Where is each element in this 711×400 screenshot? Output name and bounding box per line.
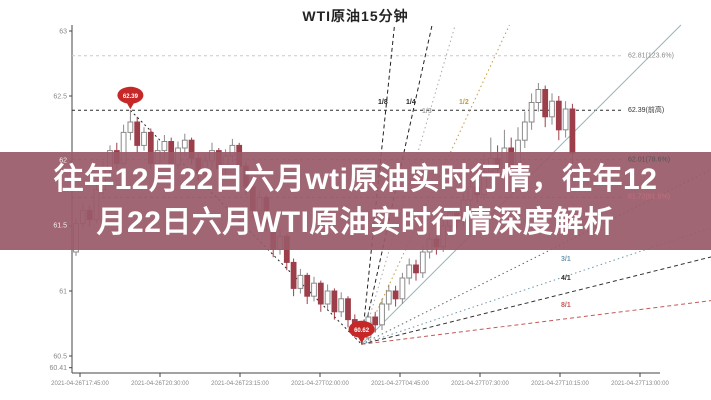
gann-label-1-4: 1/4 <box>406 99 416 106</box>
candle <box>569 108 576 154</box>
candle <box>290 261 297 289</box>
candle <box>406 264 413 279</box>
x-tick-label: 2021-04-26T20:30:00 <box>131 381 189 387</box>
candle <box>304 274 311 297</box>
chart-title: WTI原油15分钟 <box>302 8 409 24</box>
candle <box>127 121 134 133</box>
price-balloon-marker: 62.39 <box>117 86 144 110</box>
candle <box>542 89 549 118</box>
candle <box>297 274 304 289</box>
candle <box>535 89 542 103</box>
candle <box>338 298 345 313</box>
gann-line-1-8 <box>361 24 396 345</box>
candle <box>345 298 351 321</box>
candle <box>324 290 331 305</box>
candle <box>549 100 555 118</box>
balloon-price-text: 62.39 <box>123 94 139 100</box>
gann-label-3-1: 3/1 <box>561 256 571 263</box>
gann-label-4-1: 4/1 <box>561 275 571 282</box>
candle <box>317 282 324 305</box>
candle <box>161 141 168 152</box>
x-tick-label: 2021-04-26T17:45:00 <box>51 381 109 387</box>
candle <box>419 251 426 274</box>
x-tick-label: 2021-04-27T10:15:00 <box>531 381 589 387</box>
x-tick-label: 2021-04-27T02:00:00 <box>291 381 349 387</box>
gann-label-1-2: 1/2 <box>459 99 469 106</box>
headline-text: 往年12月22日六月wti原油实时行情，往年12 月22日六月WTI原油实时行情… <box>16 158 696 245</box>
price-balloon-marker: 60.62 <box>348 320 375 344</box>
headline-line-2: 月22日六月WTI原油实时行情深度解析 <box>96 206 615 239</box>
y-tick-label: 61 <box>59 289 67 296</box>
candle <box>413 264 419 274</box>
headline-line-1: 往年12月22日六月wti原油实时行情，往年12 <box>53 162 658 196</box>
y-tick-label: 63 <box>59 29 67 36</box>
y-tick-label: 60.41 <box>49 365 67 372</box>
headline-overlay-band: 往年12月22日六月wti原油实时行情，往年12 月22日六月WTI原油实时行情… <box>0 152 711 250</box>
candle <box>528 102 535 123</box>
x-tick-label: 2021-04-27T04:45:00 <box>371 381 429 387</box>
candle <box>521 121 528 141</box>
candle <box>562 108 569 131</box>
gann-line-1-3 <box>361 24 456 345</box>
candle <box>379 303 385 326</box>
gann-line-8-1 <box>361 300 711 345</box>
balloon-price-text: 60.62 <box>354 328 370 334</box>
candle <box>392 290 399 300</box>
candle <box>181 139 188 149</box>
candle <box>399 277 406 300</box>
gann-label-8-1: 8/1 <box>561 302 571 309</box>
y-tick-label: 62.5 <box>53 94 67 101</box>
y-tick-label: 60.5 <box>53 354 67 361</box>
candle <box>331 290 338 313</box>
candle <box>141 131 147 146</box>
x-tick-label: 2021-04-27T13:00:00 <box>611 381 669 387</box>
x-tick-label: 2021-04-26T23:15:00 <box>211 381 269 387</box>
candle <box>385 290 392 305</box>
gann-label-1-3: 1/3 <box>422 108 432 115</box>
candle <box>372 316 379 326</box>
candle <box>311 282 317 297</box>
candle <box>555 100 562 131</box>
gann-label-1-8: 1/8 <box>378 99 388 106</box>
x-tick-label: 2021-04-27T07:30:00 <box>451 381 509 387</box>
candle <box>134 121 141 146</box>
